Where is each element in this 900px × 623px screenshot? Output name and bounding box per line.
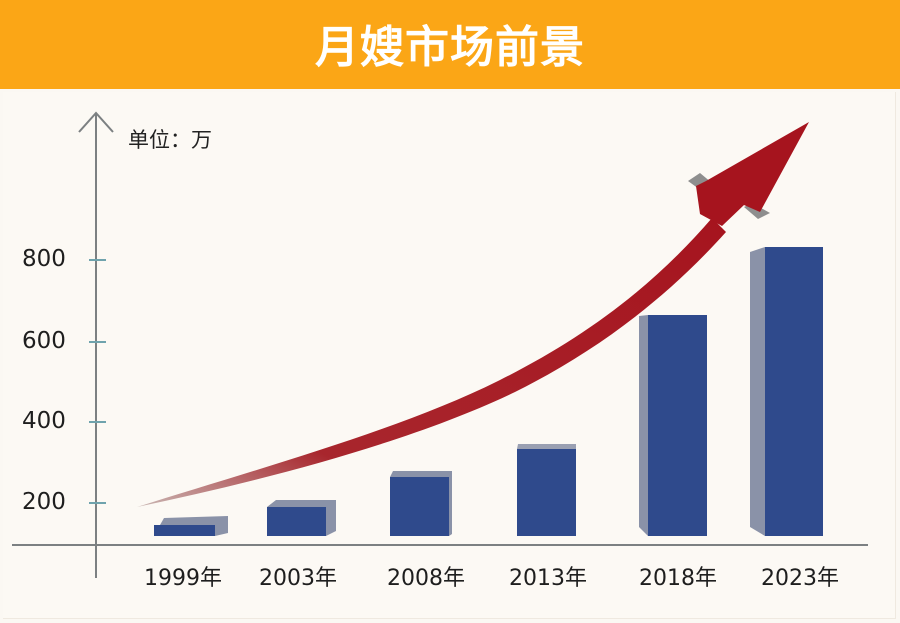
y-axis-unit-label: 单位：万 (128, 128, 212, 152)
bar-2008 (390, 471, 452, 536)
title-banner: 月嫂市场前景 (0, 0, 900, 89)
bar-2003 (267, 500, 336, 536)
y-tick-label-200: 200 (22, 489, 66, 515)
x-tick-label-2008: 2008年 (387, 566, 465, 591)
bar-1999 (154, 516, 228, 536)
x-tick-label-2003: 2003年 (259, 566, 337, 591)
x-tick-label-2013: 2013年 (509, 566, 587, 591)
x-tick-label-1999: 1999年 (144, 566, 222, 591)
y-axis (78, 111, 114, 578)
growth-trend-arrow-icon (137, 122, 809, 507)
bars (154, 247, 823, 536)
bar-2013 (517, 444, 576, 536)
y-tick-label-400: 400 (22, 408, 66, 434)
y-tick-label-600: 600 (22, 328, 66, 354)
x-tick-label-2023: 2023年 (761, 566, 839, 591)
x-tick-label-2018: 2018年 (639, 566, 717, 591)
y-tick-label-800: 800 (22, 246, 66, 272)
chart-title: 月嫂市场前景 (315, 21, 585, 73)
y-tick-marks (89, 259, 106, 504)
bar-2023 (750, 247, 823, 536)
bar-2018 (639, 315, 707, 536)
